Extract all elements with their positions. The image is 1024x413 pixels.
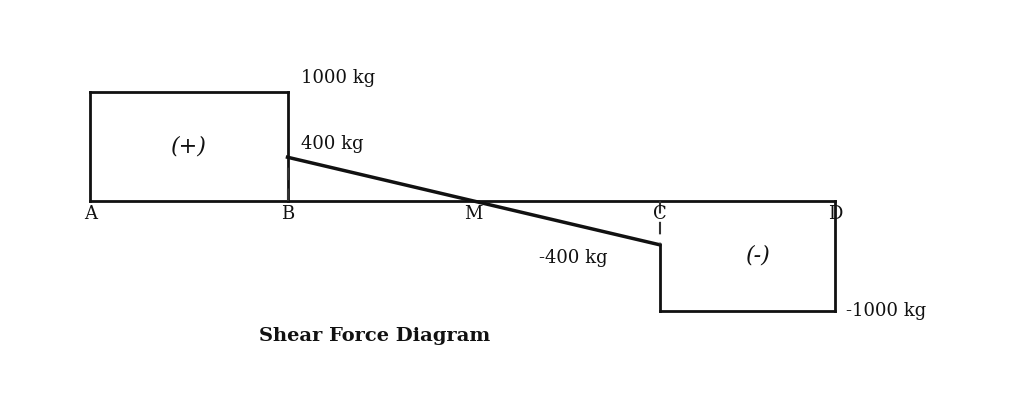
Text: B: B	[281, 205, 294, 223]
Text: 400 kg: 400 kg	[301, 135, 364, 153]
Text: -1000 kg: -1000 kg	[846, 301, 927, 320]
Text: A: A	[84, 205, 97, 223]
Text: D: D	[827, 205, 843, 223]
Text: (-): (-)	[746, 245, 771, 267]
Text: Shear Force Diagram: Shear Force Diagram	[259, 327, 490, 345]
Text: -400 kg: -400 kg	[540, 249, 608, 267]
Text: C: C	[653, 205, 667, 223]
Text: 1000 kg: 1000 kg	[301, 69, 375, 87]
Text: M: M	[465, 205, 483, 223]
Text: (+): (+)	[171, 135, 207, 157]
